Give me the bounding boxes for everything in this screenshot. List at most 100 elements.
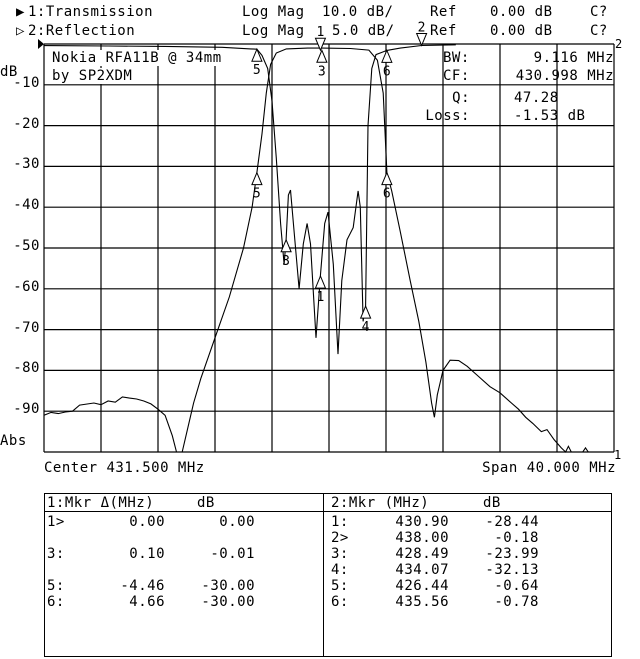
y-tick-label: -70 — [13, 319, 40, 336]
left-table-unit: dB — [197, 495, 215, 511]
table-header-rule — [45, 511, 611, 512]
left-marker-row-freq: 0.00 — [129, 514, 165, 530]
trace-1-line — [43, 47, 614, 453]
trace-2-marker-6 — [381, 49, 393, 63]
left-marker-row-db: -0.01 — [210, 546, 255, 562]
right-marker-row-freq: 438.00 — [395, 530, 449, 546]
trace2-ref-label: Ref — [430, 23, 457, 39]
right-marker-row-freq: 428.49 — [395, 546, 449, 562]
y-tick-label: -10 — [13, 74, 40, 91]
left-marker-row-db: 0.00 — [219, 514, 255, 530]
trace-2-marker-4 — [359, 304, 372, 319]
right-marker-row-id: 5: — [331, 578, 349, 594]
right-marker-row-db: -0.64 — [494, 578, 539, 594]
trace2-scale: 5.0 dB/ — [332, 23, 395, 39]
left-marker-row-freq: 0.10 — [129, 546, 165, 562]
trace2-indicator: ▷ — [16, 23, 25, 39]
y-tick-label: -80 — [13, 360, 40, 377]
abs-label: Abs — [0, 433, 27, 449]
network-analyzer-plot: 1 3 5 6 1 2 3 4 5 6 — [38, 20, 615, 453]
right-marker-row-freq: 426.44 — [395, 578, 449, 594]
trace1-cal: C? — [590, 4, 608, 20]
right-table-unit: dB — [483, 495, 501, 511]
trace2-label[interactable]: 2:Reflection — [28, 23, 136, 39]
bw-value: 9.116 MHz — [533, 50, 614, 66]
center-frequency: Center 431.500 MHz — [44, 460, 205, 476]
right-table-header: 2:Mkr (MHz) — [331, 495, 430, 511]
y-tick-label: -20 — [13, 115, 40, 132]
trace-1-marker-1-label: 1 — [316, 25, 324, 40]
right-marker-row-id: 6: — [331, 594, 349, 610]
trace1-end-label: 1 — [614, 448, 622, 462]
left-marker-row-db: -30.00 — [201, 578, 255, 594]
right-marker-row-db: -0.18 — [494, 530, 539, 546]
cf-label: CF: — [443, 68, 470, 84]
marker-tables: 1:Mkr Δ(MHz) dB 2:Mkr (MHz) dB 1> 0.00 0.0… — [44, 493, 612, 657]
loss-label: Loss: — [425, 108, 470, 124]
right-marker-row-freq: 434.07 — [395, 562, 449, 578]
left-marker-row-id: 3: — [47, 546, 65, 562]
trace1-scale: 10.0 dB/ — [322, 4, 394, 20]
trace2-end-label: 2 — [615, 37, 623, 51]
y-tick-label: -60 — [13, 278, 40, 295]
right-marker-row-freq: 430.90 — [395, 514, 449, 530]
trace-1-marker-6 — [381, 171, 393, 186]
trace-1-marker-3-label: 3 — [318, 64, 326, 79]
trace1-label[interactable]: 1:Transmission — [28, 4, 154, 20]
plot-title-line2: by SP2XDM — [52, 68, 133, 84]
cf-value: 430.998 MHz — [515, 68, 614, 84]
y-unit-label: dB — [0, 64, 18, 80]
left-marker-row-id: 5: — [47, 578, 65, 594]
trace2-format: Log Mag — [242, 23, 305, 39]
trace-2-marker-3-label: 3 — [282, 254, 290, 269]
right-marker-row-db: -32.13 — [485, 562, 539, 578]
trace2-cal: C? — [590, 23, 608, 39]
trace-2-marker-1-label: 1 — [316, 290, 324, 305]
left-marker-row-db: -30.00 — [201, 594, 255, 610]
trace2-ref-value: 0.00 dB — [490, 23, 553, 39]
trace-2-marker-1 — [314, 274, 327, 289]
trace-2-line — [43, 44, 456, 355]
right-marker-row-id: 1: — [331, 514, 349, 530]
right-marker-row-id: 3: — [331, 546, 349, 562]
bw-label: BW: — [443, 50, 470, 66]
right-marker-row-freq: 435.56 — [395, 594, 449, 610]
trace-1-marker-3 — [316, 48, 328, 63]
trace-1-marker-5 — [251, 171, 263, 186]
trace1-format: Log Mag — [242, 4, 305, 20]
left-marker-row-id: 6: — [47, 594, 65, 610]
trace-2-marker-3 — [280, 238, 292, 253]
span-frequency: Span 40.000 MHz — [482, 460, 616, 476]
reference-position-arrow — [38, 39, 44, 49]
right-marker-row-id: 4: — [331, 562, 349, 578]
trace1-indicator: ▶ — [16, 4, 25, 20]
trace-2-marker-2 — [415, 32, 428, 47]
trace1-ref-value: 0.00 dB — [490, 4, 553, 20]
right-marker-row-db: -28.44 — [485, 514, 539, 530]
left-marker-row-id: 1> — [47, 514, 65, 530]
y-tick-label: -50 — [13, 238, 40, 254]
y-tick-label: -30 — [13, 156, 40, 173]
left-marker-row-freq: 4.66 — [129, 594, 165, 610]
right-marker-row-id: 2> — [331, 530, 349, 546]
q-label: Q: — [452, 90, 470, 106]
trace-1-marker-1 — [314, 37, 327, 52]
trace-1-marker-6-label: 6 — [383, 187, 391, 202]
trace-2-marker-2-label: 2 — [418, 20, 426, 35]
q-value: 47.28 — [514, 90, 559, 106]
trace-2-marker-4-label: 4 — [362, 320, 370, 335]
y-tick-label: -40 — [13, 197, 40, 214]
trace-2-marker-5-label: 5 — [253, 63, 261, 78]
table-divider — [323, 494, 324, 656]
trace1-ref-label: Ref — [430, 4, 457, 20]
trace-2-marker-5 — [251, 47, 263, 62]
right-marker-row-db: -23.99 — [485, 546, 539, 562]
y-tick-label: -90 — [13, 401, 40, 418]
left-marker-row-freq: -4.46 — [120, 578, 165, 594]
plot-title-line1: Nokia RFA11B @ 34mm — [52, 50, 222, 66]
left-table-header: 1:Mkr Δ(MHz) — [47, 495, 155, 511]
loss-value: -1.53 dB — [514, 108, 586, 124]
trace-2-marker-6-label: 6 — [383, 64, 391, 79]
right-marker-row-db: -0.78 — [494, 594, 539, 610]
trace-1-marker-5-label: 5 — [253, 187, 261, 202]
